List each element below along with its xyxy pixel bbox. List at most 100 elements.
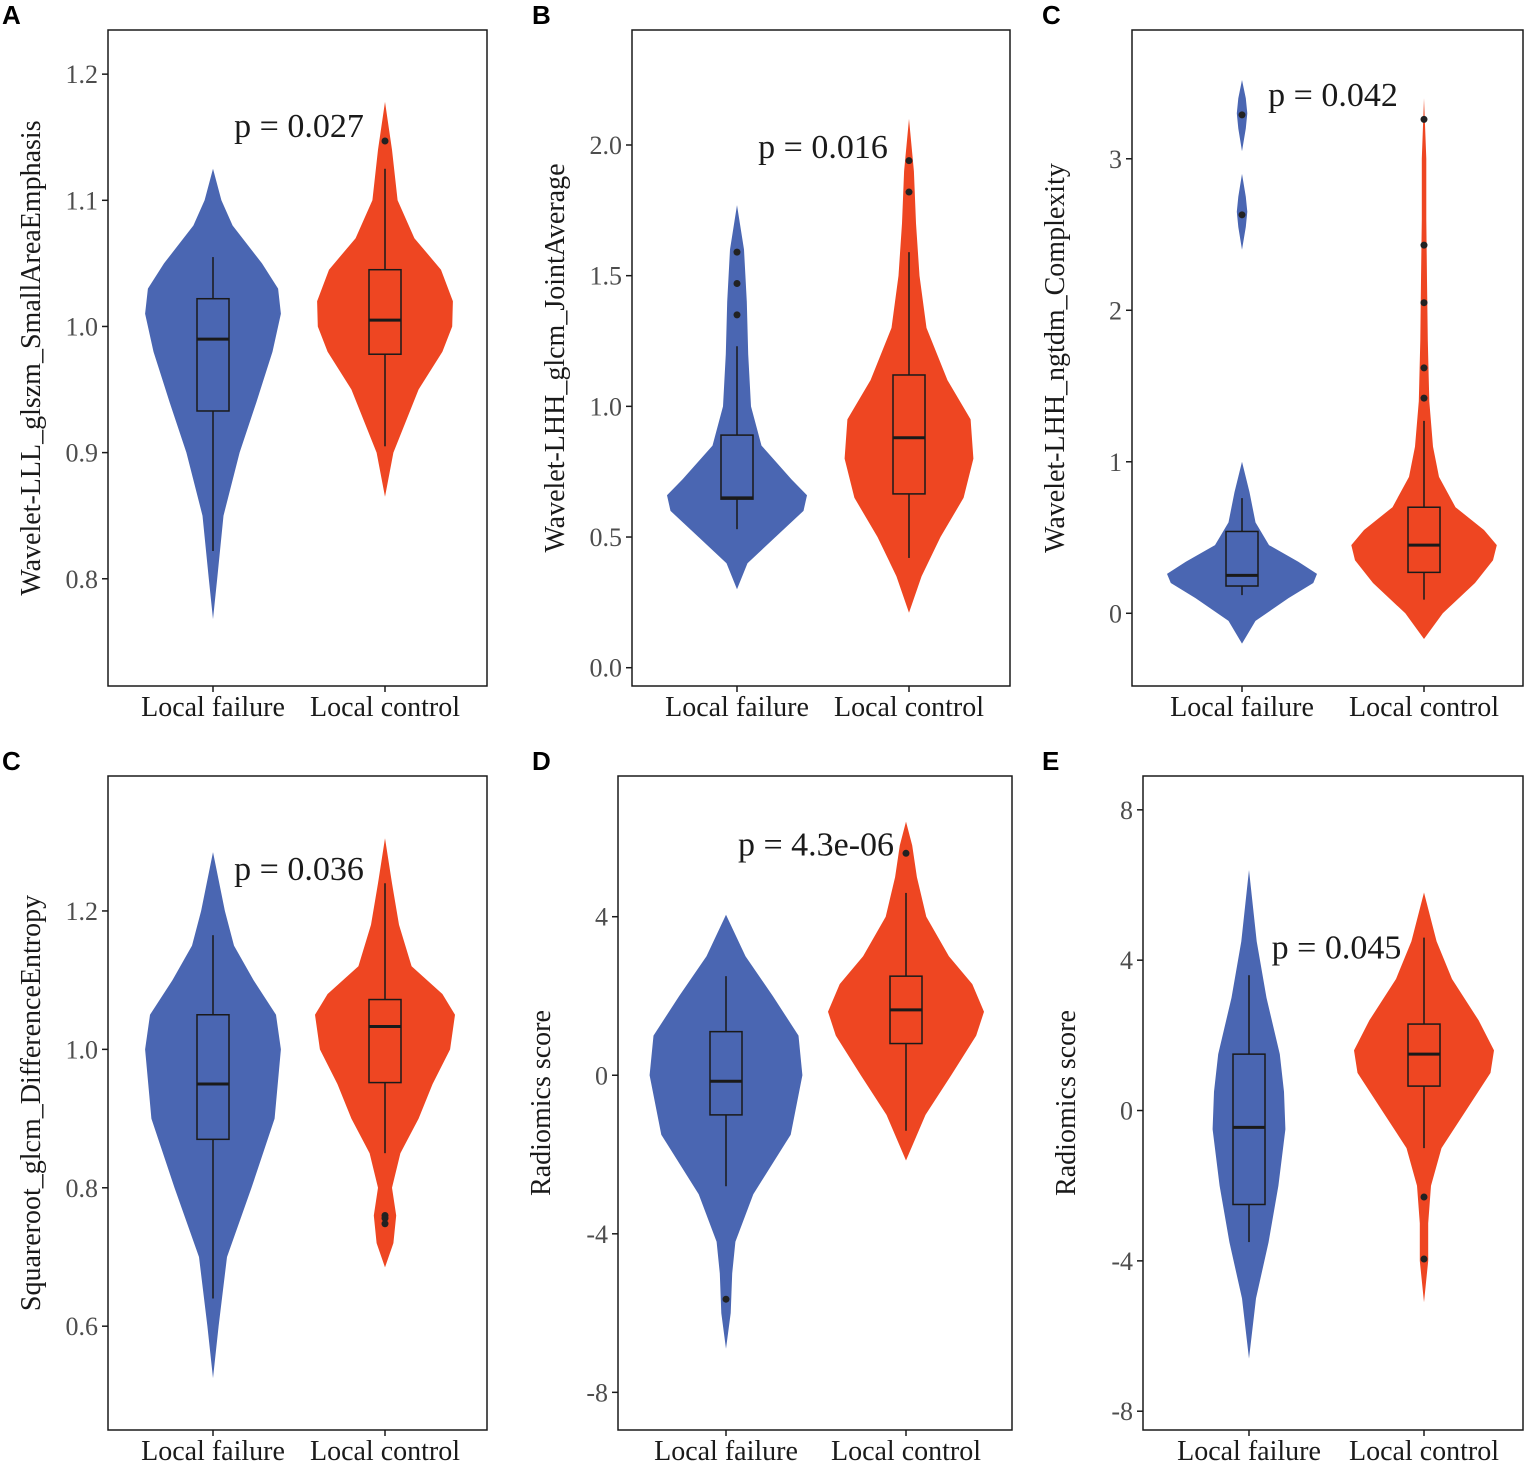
outlier-point — [1420, 364, 1428, 372]
y-tick-label: 0 — [595, 1061, 608, 1090]
y-axis-label: Wavelet-LHH_ngtdm_Complexity — [1040, 163, 1071, 553]
boxplot-box — [709, 1030, 743, 1116]
outlier-point — [1238, 111, 1246, 119]
boxplot-box — [892, 374, 926, 495]
outlier-point — [1420, 299, 1428, 307]
x-tick-label: Local control — [1349, 692, 1499, 723]
outlier-point — [905, 188, 913, 196]
y-tick-label: 3 — [1109, 145, 1122, 174]
x-tick-label: Local control — [831, 1436, 981, 1467]
panel-d: D -8 -4 0 4 Local failure Local control Radiom… — [526, 746, 1013, 1467]
violin-1 — [317, 101, 453, 497]
outlier-point — [733, 280, 741, 288]
violin-1 — [315, 838, 455, 1268]
y-tick-label: 0 — [1109, 599, 1122, 628]
outlier-point — [1420, 1255, 1428, 1263]
violin-0 — [1167, 80, 1317, 644]
panel-b: B 0.0 0.5 1.0 1.5 2.0 Local failure Local cont… — [532, 0, 1011, 723]
x-tick-label: Local failure — [665, 692, 809, 723]
outlier-point — [1238, 211, 1246, 219]
y-tick-label: 4 — [1120, 946, 1133, 975]
panel-e: E -8 -4 0 4 8 Local failure Local control Radio… — [1042, 746, 1524, 1467]
boxplot-box — [368, 998, 402, 1084]
panel-letter: C — [1042, 0, 1061, 30]
panel-letter: B — [532, 0, 551, 30]
y-tick-label: 2.0 — [590, 131, 623, 160]
panel-a: A 0.8 0.9 1.0 1.1 1.2 Local failure Local cont… — [2, 0, 488, 723]
y-tick-label: 1 — [1109, 448, 1122, 477]
x-tick-label: Local failure — [141, 692, 285, 723]
p-value-annotation: p = 0.016 — [758, 129, 888, 166]
outlier-point — [381, 137, 389, 145]
plot-frame — [617, 775, 1013, 1431]
violin-0 — [145, 852, 281, 1379]
y-tick-label: 4 — [595, 903, 608, 932]
y-tick-label: 0.6 — [66, 1312, 99, 1341]
y-axis-label: Wavelet-LHH_glcm_JointAverage — [540, 163, 571, 552]
panel-letter: C — [2, 746, 21, 776]
x-tick-label: Local control — [1349, 1436, 1499, 1467]
x-tick-label: Local control — [310, 1436, 460, 1467]
violin-0 — [145, 168, 281, 620]
boxplot-box — [1225, 530, 1259, 587]
x-tick-label: Local failure — [141, 1436, 285, 1467]
x-tick-label: Local failure — [1170, 692, 1314, 723]
outlier-point — [722, 1295, 730, 1303]
y-tick-label: 0.9 — [66, 439, 99, 468]
x-tick-label: Local control — [310, 692, 460, 723]
y-tick-label: 0.8 — [66, 1174, 99, 1203]
boxplot-box — [196, 297, 230, 412]
y-tick-label: -8 — [586, 1378, 608, 1407]
x-tick-label: Local failure — [654, 1436, 798, 1467]
plot-frame — [1131, 29, 1524, 687]
plot-frame — [107, 29, 488, 687]
boxplot-box — [368, 268, 402, 355]
y-tick-label: 1.1 — [66, 186, 99, 215]
plot-frame — [107, 775, 488, 1431]
violin-0 — [1212, 870, 1286, 1359]
p-value-annotation: p = 0.027 — [234, 108, 364, 145]
y-axis-label: Wavelet-LLL_glszm_SmallAreaEmphasis — [16, 120, 47, 595]
y-tick-label: 0.5 — [590, 523, 623, 552]
y-tick-label: 0 — [1120, 1097, 1133, 1126]
p-value-annotation: p = 0.036 — [234, 851, 364, 888]
y-axis-label: Squareroot_glcm_DifferenceEntropy — [16, 895, 47, 1311]
p-value-annotation: p = 0.045 — [1272, 929, 1402, 966]
p-value-annotation: p = 0.042 — [1268, 77, 1398, 114]
outlier-point — [1420, 241, 1428, 249]
y-tick-label: 1.0 — [66, 312, 99, 341]
y-tick-label: -4 — [586, 1220, 608, 1249]
outlier-point — [381, 1220, 389, 1228]
y-axis-label: Radiomics score — [526, 1010, 557, 1196]
outlier-point — [381, 1214, 389, 1222]
y-tick-label: -4 — [1111, 1247, 1133, 1276]
outlier-point — [733, 248, 741, 256]
y-axis-label: Radiomics score — [1051, 1010, 1082, 1196]
panel-c-bottom: C 0.6 0.8 1.0 1.2 Local failure Local control… — [2, 746, 488, 1467]
outlier-point — [905, 157, 913, 165]
plot-frame — [1142, 775, 1524, 1431]
y-tick-label: -8 — [1111, 1397, 1133, 1426]
panel-c-top: C 0 1 2 3 Local failure Local control Wavelet-… — [1040, 0, 1524, 723]
plot-frame — [631, 29, 1011, 687]
y-tick-label: 1.0 — [66, 1035, 99, 1064]
y-tick-label: 8 — [1120, 796, 1133, 825]
outlier-point — [1420, 394, 1428, 402]
outlier-point — [733, 311, 741, 319]
boxplot-box — [196, 1014, 230, 1141]
y-tick-label: 0.8 — [66, 565, 99, 594]
panel-letter: A — [2, 0, 21, 30]
y-tick-label: 1.2 — [66, 60, 99, 89]
y-tick-label: 1.0 — [590, 392, 623, 421]
violin-1 — [828, 821, 984, 1161]
outlier-point — [902, 849, 910, 857]
y-tick-label: 1.5 — [590, 262, 623, 291]
boxplot-box — [1232, 1053, 1266, 1206]
y-tick-label: 0.0 — [590, 654, 623, 683]
outlier-point — [1420, 1193, 1428, 1201]
p-value-annotation: p = 4.3e-06 — [738, 826, 894, 863]
outlier-point — [1420, 115, 1428, 123]
y-tick-label: 2 — [1109, 296, 1122, 325]
y-tick-label: 1.2 — [66, 897, 99, 926]
